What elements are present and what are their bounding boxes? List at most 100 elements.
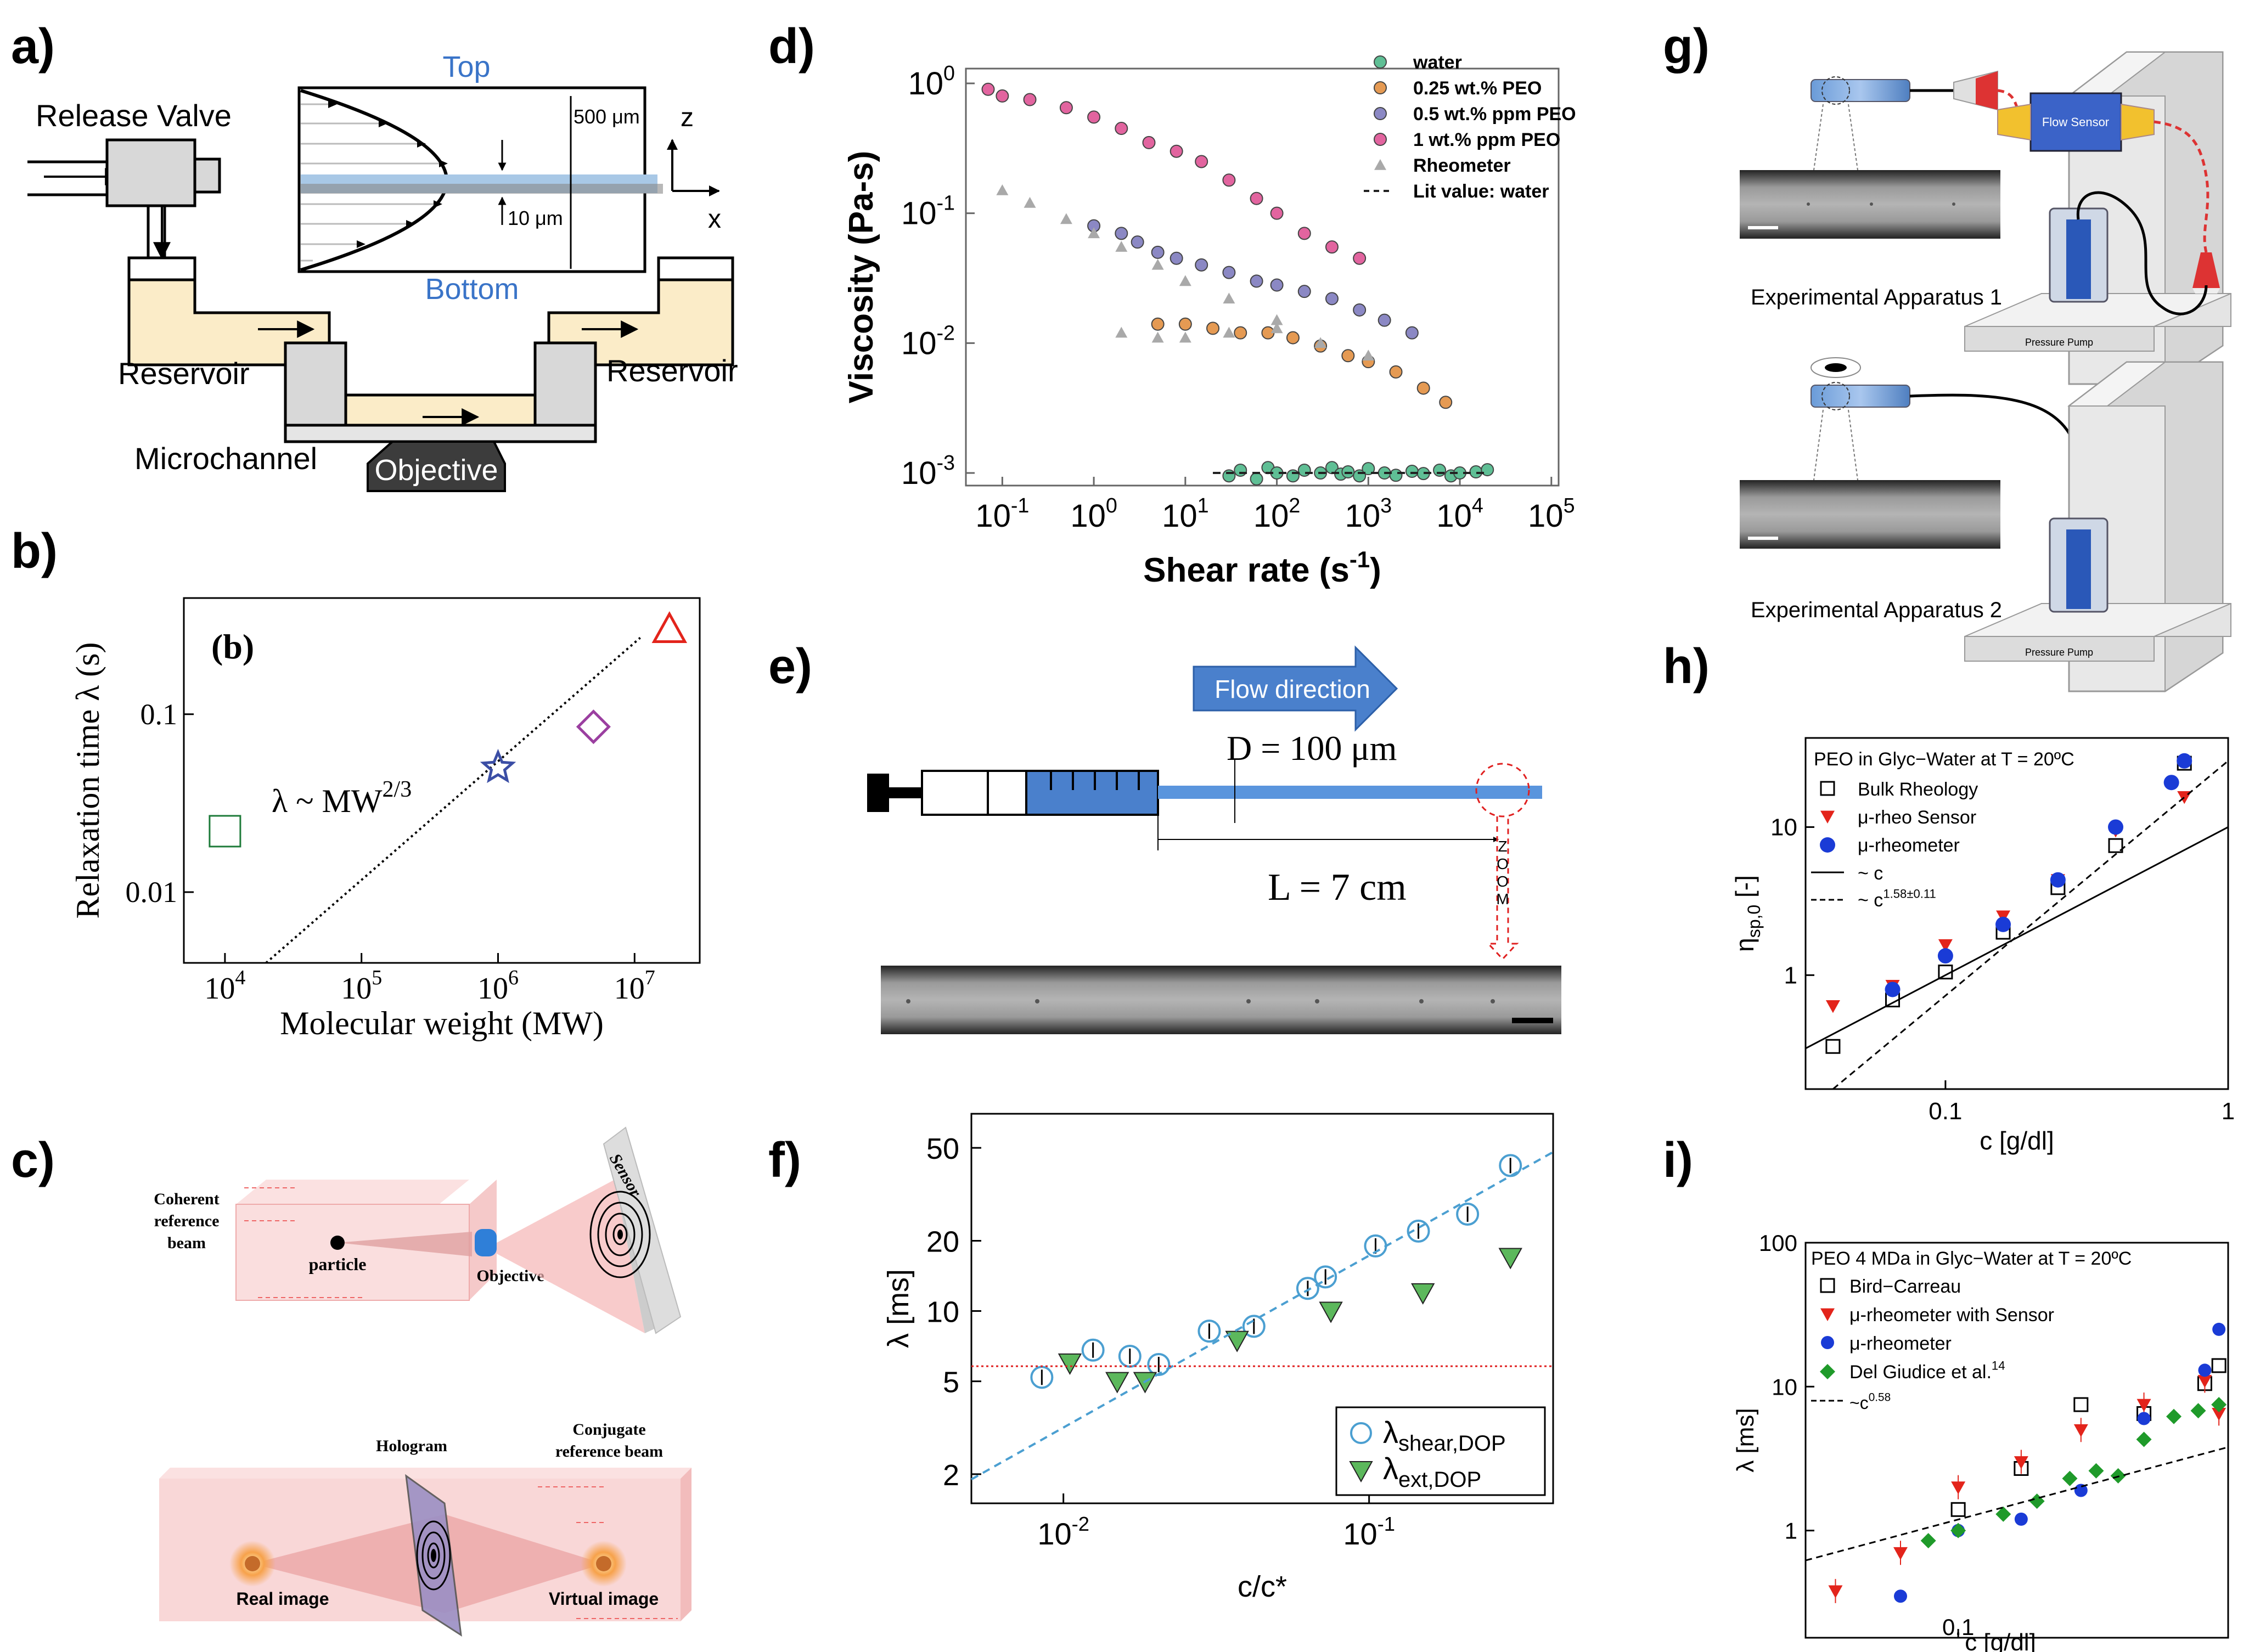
panel-label-f: f)	[768, 1133, 801, 1188]
objective-label: Objective	[374, 454, 498, 487]
y-tick-label: 50	[926, 1132, 959, 1165]
panel-d-chart: 10-1 100 101 102 103 104 10510010-110-210-3She…	[842, 52, 1576, 589]
y-tick-label: 10	[1770, 814, 1797, 841]
y-axis-label: ηsp,0 [-]	[1730, 875, 1764, 952]
inset-bottom-label: Bottom	[425, 273, 519, 306]
data-point	[1250, 191, 1263, 205]
data-point	[2137, 1412, 2151, 1425]
reservoir-left-label: Reservoir	[118, 356, 250, 391]
legend-label: μ-rheometer with Sensor	[1849, 1305, 2054, 1326]
legend-label: Del Giudice et al.14	[1849, 1359, 2005, 1383]
objective-lens	[475, 1229, 497, 1256]
apparatus-2-label: Experimental Apparatus 2	[1751, 598, 2002, 622]
y-axis-label-sub: sp,0	[1744, 905, 1764, 938]
y-axis-label-base: η	[1730, 938, 1759, 952]
legend-marker	[1820, 1278, 1835, 1293]
data-point	[1405, 465, 1419, 478]
legend-label: μ-rheo Sensor	[1858, 807, 1976, 828]
x-tick-label-base: 10	[1070, 498, 1106, 534]
x-tick-label: 0.1	[1928, 1098, 1962, 1125]
y-tick-label: 2	[943, 1459, 959, 1492]
x-tick-base: 10	[341, 972, 372, 1006]
panel-label-i: i)	[1663, 1133, 1693, 1188]
data-point	[1498, 1248, 1522, 1270]
panel-g-schematic: Flow Sensor Pressure Pump Experimental A…	[1740, 51, 2231, 692]
zoom-letter-o2: O	[1497, 873, 1509, 890]
x-tick-exp: 7	[645, 966, 655, 989]
data-point	[1170, 144, 1183, 158]
y-tick-label: 0.01	[126, 876, 178, 909]
legend-marker	[1374, 159, 1386, 170]
data-point	[1893, 1589, 1907, 1603]
data-point	[1088, 227, 1100, 239]
data-point	[2050, 872, 2066, 888]
y-axis-label: Relaxation time λ (s)	[70, 642, 106, 919]
data-point-star	[480, 748, 516, 783]
data-point	[2190, 1403, 2206, 1419]
y-tick-label: 10	[926, 1296, 959, 1329]
y-tick-label-base: 10	[901, 325, 937, 361]
x-tick-label-exp: 4	[1472, 494, 1483, 517]
x-tick-label: 105	[1528, 494, 1575, 534]
panel-b-frame	[183, 597, 701, 964]
data-point	[1341, 465, 1355, 479]
data-point	[2212, 1407, 2226, 1421]
panel-b-scaling-exp: 2/3	[383, 777, 412, 802]
data-point	[2014, 1512, 2028, 1526]
data-point	[1950, 1523, 1966, 1538]
legend-marker	[1821, 1336, 1834, 1349]
y-tick-label-exp: -3	[936, 451, 955, 474]
data-point	[1389, 469, 1403, 482]
x-tick-label: 103	[1345, 494, 1392, 534]
y-axis-label-end: [-]	[1730, 875, 1759, 905]
pipette-2	[1811, 385, 1910, 408]
fit-label: ~c0.58	[1849, 1391, 1891, 1413]
data-point	[2014, 1456, 2028, 1469]
data-point	[1319, 1301, 1343, 1323]
data-point	[1405, 326, 1419, 340]
data-point	[1115, 241, 1128, 252]
data-point	[1225, 1330, 1249, 1352]
data-point	[1195, 258, 1208, 272]
data-point	[1206, 322, 1220, 335]
capillary-tube	[1158, 786, 1542, 799]
data-point	[1087, 110, 1101, 124]
data-point	[1223, 292, 1235, 304]
data-point	[2197, 1375, 2212, 1388]
data-point	[2177, 753, 2192, 769]
data-point	[1250, 472, 1263, 486]
data-point	[1023, 93, 1037, 106]
y-tick-label: 0.1	[140, 698, 178, 731]
release-valve-label: Release Valve	[36, 98, 232, 133]
panel-label-h: h)	[1663, 639, 1710, 694]
data-point	[996, 89, 1009, 103]
legend-label: ~ c1.58±0.11	[1858, 887, 1936, 911]
x-tick-label-base: 10	[1528, 498, 1564, 534]
data-point	[981, 82, 995, 96]
x-tick-exp: 6	[508, 966, 519, 989]
data-point	[2136, 1399, 2151, 1412]
y-tick-label-exp: -1	[936, 191, 955, 215]
data-point	[1170, 251, 1183, 265]
hologram-label: Hologram	[376, 1437, 447, 1455]
data-point	[1389, 365, 1403, 379]
data-point	[1828, 1585, 1843, 1598]
data-point	[1314, 337, 1327, 348]
chart-title: PEO in Glyc−Water at T = 20ºC	[1814, 749, 2074, 770]
y-tick-label: 10-1	[901, 191, 955, 232]
panel-h-chart: 0.1 1 1 10 c [g/dl] ηsp,0 [-] PEO in Glyc−Wate…	[1730, 737, 2235, 1155]
legend-label: μ-rheometer	[1858, 835, 1960, 856]
data-point	[1058, 1353, 1082, 1375]
data-point	[2198, 1363, 2212, 1377]
x-tick-label: 107	[614, 966, 655, 1006]
zoom-letter-z: Z	[1498, 838, 1507, 855]
axis-x-label: x	[708, 205, 721, 234]
y-tick-label: 100	[1759, 1230, 1797, 1256]
y-axis-label: Viscosity (Pa-s)	[842, 151, 880, 404]
panel-label-c: c)	[11, 1133, 55, 1188]
x-tick-exp: 4	[235, 966, 245, 989]
data-point	[1325, 240, 1339, 254]
data-point	[1222, 469, 1236, 483]
data-point	[1270, 206, 1284, 220]
